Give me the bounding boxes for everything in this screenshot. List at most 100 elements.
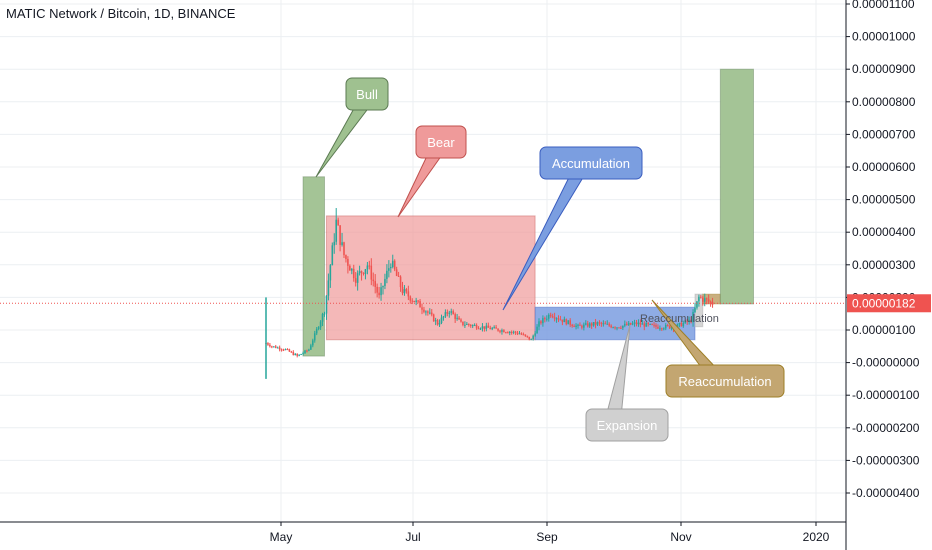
candle-body xyxy=(536,326,538,334)
x-tick-label: May xyxy=(270,530,293,544)
candle-body xyxy=(282,349,285,351)
candle-body xyxy=(647,322,649,325)
candle-body xyxy=(460,319,462,322)
candle-body xyxy=(616,327,618,329)
candle-body xyxy=(514,331,517,333)
candle-body xyxy=(466,323,468,325)
candle-body xyxy=(333,241,336,246)
candle-body xyxy=(483,326,486,329)
candle-body xyxy=(711,301,714,305)
candle-body xyxy=(501,330,503,332)
candle-body xyxy=(335,219,337,242)
candle-body xyxy=(540,321,542,324)
candle-body xyxy=(376,286,378,293)
candle-body xyxy=(366,265,369,270)
candle-body xyxy=(432,314,435,322)
candle-body xyxy=(707,299,710,302)
candle-body xyxy=(462,321,464,325)
x-tick-label: 2020 xyxy=(803,530,830,544)
candle-body xyxy=(306,350,308,352)
x-tick-label: Jul xyxy=(405,530,420,544)
candle-body xyxy=(468,323,470,325)
y-tick-label: -0.00000300 xyxy=(852,453,920,467)
candle-body xyxy=(551,316,554,318)
candle-body xyxy=(286,349,289,351)
candle-body xyxy=(471,325,474,327)
candle-body xyxy=(339,225,341,245)
candle-body xyxy=(653,324,655,326)
candle-body xyxy=(590,323,593,326)
candle-body xyxy=(368,265,371,267)
candle-body xyxy=(702,297,704,302)
candle-body xyxy=(520,333,523,335)
candle-body xyxy=(423,309,425,312)
candle-body xyxy=(276,347,279,349)
candle-body xyxy=(639,322,642,325)
candle-body xyxy=(452,311,454,315)
callout-label: Bull xyxy=(356,87,378,102)
candle-body xyxy=(508,331,511,333)
candle-body xyxy=(397,275,400,277)
candle-body xyxy=(384,278,386,286)
candle-body xyxy=(372,279,375,282)
candle-body xyxy=(321,313,324,322)
candle-body xyxy=(534,333,536,336)
candle-body xyxy=(503,330,505,333)
candle-body xyxy=(391,260,394,267)
callout-label: Expansion xyxy=(597,418,658,433)
candle-body xyxy=(477,328,480,330)
candle-body xyxy=(354,278,357,283)
candle-body xyxy=(343,242,345,256)
candle-body xyxy=(507,332,509,334)
candle-body xyxy=(425,311,427,313)
candle-body xyxy=(577,324,579,326)
y-tick-label: 0.00000400 xyxy=(852,225,916,239)
candle-body xyxy=(481,326,484,329)
candle-body xyxy=(271,346,273,348)
candle-body xyxy=(631,323,634,325)
candle-body xyxy=(374,281,376,287)
candle-body xyxy=(337,219,339,226)
y-tick-label: 0.00000800 xyxy=(852,95,916,109)
candle-body xyxy=(411,300,414,302)
candle-body xyxy=(475,325,478,329)
candle-body xyxy=(356,273,359,283)
candle-body xyxy=(491,328,493,330)
candle-body xyxy=(393,260,396,270)
candle-body xyxy=(444,312,447,317)
candle-body xyxy=(561,319,564,323)
candle-body xyxy=(698,296,700,302)
candle-body xyxy=(442,316,445,318)
candle-body xyxy=(583,324,585,328)
y-tick-label: 0.00000500 xyxy=(852,193,916,207)
candle-body xyxy=(364,269,367,274)
candle-body xyxy=(313,333,316,341)
candle-body xyxy=(300,354,302,356)
candle-body xyxy=(298,354,300,356)
y-tick-label: 0.00001000 xyxy=(852,30,916,44)
candle-body xyxy=(659,328,661,330)
candle-body xyxy=(622,325,624,328)
callout-box xyxy=(345,77,389,111)
candle-body xyxy=(651,323,653,325)
candle-body xyxy=(528,336,531,340)
candle-body xyxy=(518,333,521,335)
candle-body xyxy=(516,332,519,334)
candle-body xyxy=(544,318,546,320)
candle-body xyxy=(700,296,702,298)
candle-body xyxy=(694,307,696,313)
candle-body xyxy=(684,320,687,324)
candle-body xyxy=(559,319,562,321)
candle-body xyxy=(542,318,544,324)
candle-body xyxy=(370,265,373,280)
callout-pointer xyxy=(397,156,442,218)
candle-body xyxy=(557,318,560,320)
candle-body xyxy=(645,322,648,327)
candle-body xyxy=(625,323,628,326)
candle-body xyxy=(571,324,573,327)
candle-body xyxy=(429,312,431,314)
candle-body xyxy=(604,323,607,325)
candle-body xyxy=(596,322,599,325)
candle-body xyxy=(620,327,622,329)
